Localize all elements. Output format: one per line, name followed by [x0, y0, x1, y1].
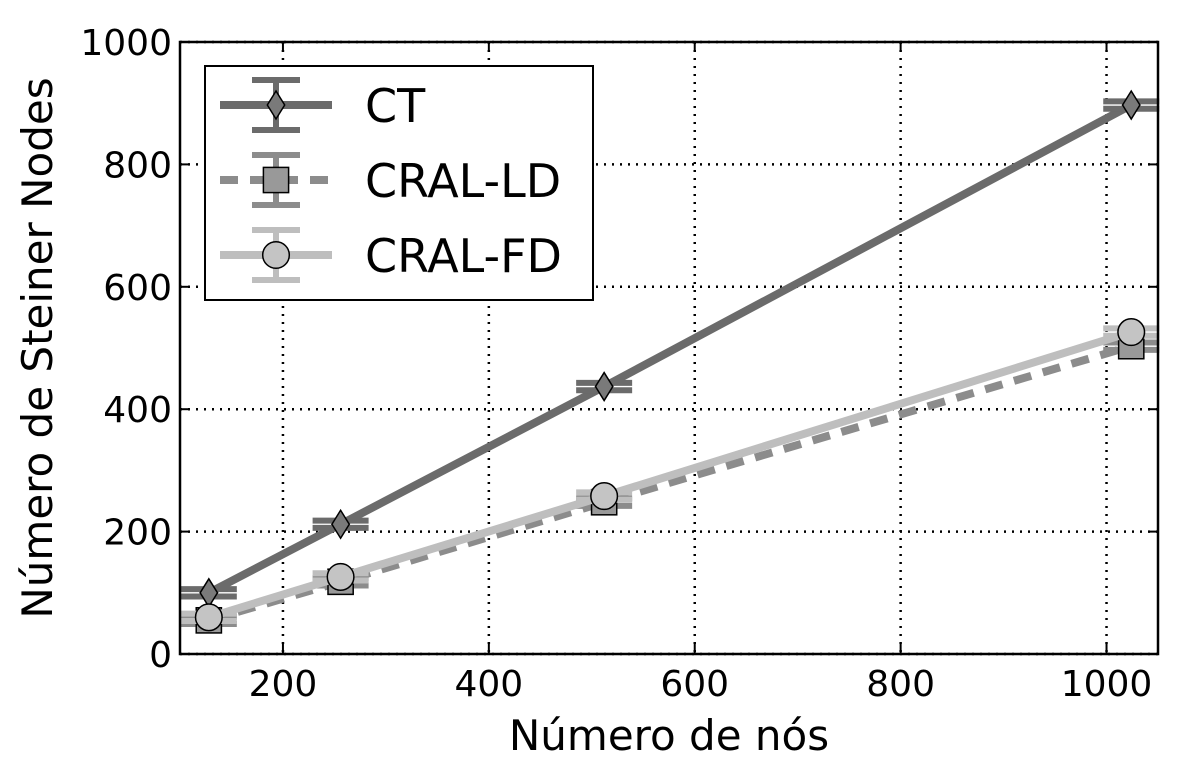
data-point [194, 603, 223, 632]
legend-item: CRAL-LD [220, 152, 561, 208]
y-tick-label: 800 [103, 145, 172, 186]
legend: CT CRAL-LD CRAL-FD [204, 65, 594, 301]
series-ct [180, 89, 1160, 609]
series-layer [180, 89, 1160, 634]
legend-item: CRAL-FD [220, 227, 562, 283]
data-point [594, 371, 614, 402]
legend-marker [261, 240, 291, 270]
legend-marker [266, 89, 286, 121]
legend-label: CRAL-FD [365, 229, 562, 283]
series-line [207, 328, 1133, 622]
x-tick-label: 1000 [1061, 664, 1153, 705]
y-tick-label: 600 [103, 268, 172, 309]
data-point [1117, 318, 1146, 347]
data-point [326, 562, 355, 591]
y-tick-label: 200 [103, 513, 172, 554]
legend-item: CT [220, 77, 426, 133]
y-axis-label: Número de Steiner Nodes [13, 77, 62, 618]
data-point [199, 577, 219, 609]
series-cral-ld [180, 332, 1160, 634]
data-point [331, 508, 351, 540]
x-tick-label: 200 [249, 664, 318, 705]
x-tick-label: 400 [454, 664, 523, 705]
data-point [1121, 89, 1141, 121]
ticks: 200 400 600 800 1000 0 200 400 600 800 1000 [80, 23, 1158, 705]
y-tick-label: 400 [103, 390, 172, 431]
plot-frame [178, 40, 1160, 656]
series-line [206, 101, 1134, 597]
legend-marker [262, 166, 290, 194]
x-tick-label: 800 [866, 664, 935, 705]
x-axis-label: Número de nós [509, 711, 829, 760]
x-tick-label: 600 [660, 664, 729, 705]
legend-label: CT [365, 79, 426, 133]
legend-label: CRAL-LD [365, 154, 561, 208]
y-tick-label: 1000 [80, 23, 172, 64]
series-cral-fd [180, 318, 1160, 632]
y-tick-label: 0 [149, 635, 172, 676]
data-point [590, 482, 619, 511]
